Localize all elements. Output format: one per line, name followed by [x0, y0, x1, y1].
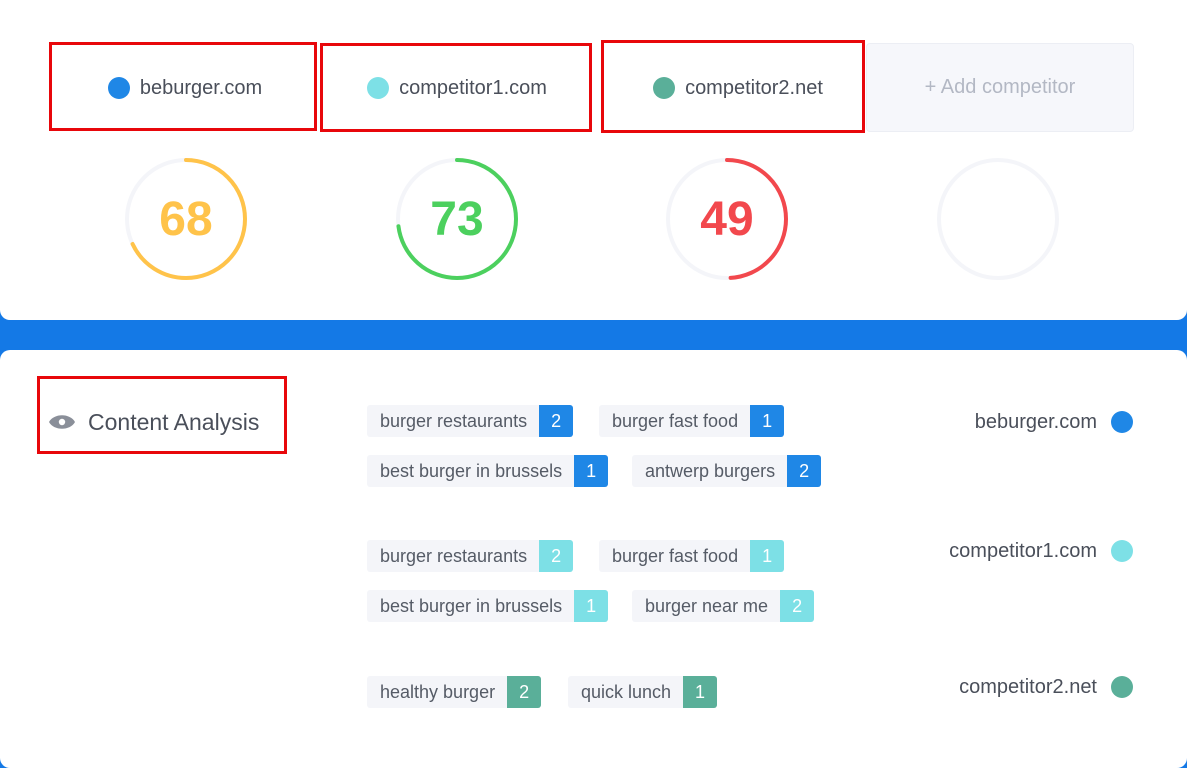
site-color-dot: [367, 77, 390, 99]
keyword-count: 2: [780, 590, 815, 622]
keyword-count: 2: [507, 676, 542, 708]
highlight-box: [601, 40, 865, 133]
group-site-label: beburger.com: [975, 407, 1133, 437]
keyword-text: burger restaurants: [380, 545, 528, 566]
keyword-text: best burger in brussels: [380, 595, 563, 616]
site-name: competitor2.net: [959, 675, 1097, 698]
score-gauge-competitor2: 49: [665, 157, 789, 281]
keyword-tag: burger restaurants 2: [367, 540, 574, 572]
keyword-count: 1: [574, 455, 609, 487]
site-color-dot: [653, 77, 676, 99]
keyword-count: 1: [574, 590, 609, 622]
site-color-dot: [1111, 411, 1133, 433]
keyword-tag: burger near me 2: [632, 590, 815, 622]
site-color-dot: [1111, 540, 1133, 562]
keyword-text: antwerp burgers: [645, 460, 776, 481]
keyword-tag: healthy burger 2: [367, 676, 542, 708]
site-name: competitor1.com: [949, 539, 1097, 562]
keyword-tag: best burger in brussels 1: [367, 590, 609, 622]
score-gauge-competitor1: 73: [395, 157, 519, 281]
score-arc: [125, 158, 247, 280]
score-value: 49: [700, 192, 754, 246]
site-tab-competitor1[interactable]: competitor1.com: [322, 44, 592, 132]
group-site-label: competitor1.com: [949, 536, 1133, 566]
add-competitor-button[interactable]: + Add competitor: [866, 43, 1134, 132]
competitor-score-panel: beburger.com competitor1.com competitor2…: [0, 0, 1187, 320]
keyword-text: burger fast food: [612, 410, 739, 431]
keyword-count: 2: [539, 540, 574, 572]
keyword-count: 1: [683, 676, 718, 708]
eye-icon: [49, 415, 75, 429]
keyword-tag: burger restaurants 2: [367, 405, 574, 437]
keyword-text: burger restaurants: [380, 410, 528, 431]
section-title: Content Analysis: [88, 408, 260, 435]
keyword-tag: quick lunch 1: [568, 676, 718, 708]
site-name: beburger.com: [139, 76, 263, 99]
site-name: competitor2.net: [685, 76, 823, 99]
keyword-count: 1: [750, 540, 785, 572]
score-arc: [666, 158, 788, 280]
score-gauge-empty: [936, 157, 1060, 281]
group-site-label: competitor2.net: [959, 672, 1133, 702]
keyword-count: 2: [539, 405, 574, 437]
keyword-tag: burger fast food 1: [599, 405, 785, 437]
site-name: beburger.com: [974, 410, 1097, 433]
highlight-box: [49, 42, 317, 131]
score-arc: [396, 158, 518, 280]
site-color-dot: [107, 77, 130, 99]
site-tab-competitor2[interactable]: competitor2.net: [603, 44, 873, 132]
keyword-count: 2: [787, 455, 822, 487]
score-value: 73: [430, 192, 484, 246]
highlight-box: [320, 43, 592, 132]
keyword-tag: antwerp burgers 2: [632, 455, 822, 487]
site-name: competitor1.com: [399, 76, 547, 99]
keyword-text: quick lunch: [581, 681, 672, 702]
keyword-text: best burger in brussels: [380, 460, 563, 481]
highlight-box: [37, 376, 287, 454]
keyword-count: 1: [750, 405, 785, 437]
content-analysis-heading: Content Analysis: [48, 405, 259, 439]
site-tab-beburger[interactable]: beburger.com: [50, 44, 320, 132]
keyword-text: burger fast food: [612, 545, 739, 566]
keyword-tag: best burger in brussels 1: [367, 455, 609, 487]
score-value: 68: [159, 192, 213, 246]
keyword-text: burger near me: [645, 595, 769, 616]
keyword-text: healthy burger: [380, 681, 496, 702]
score-gauge-beburger: 68: [124, 157, 248, 281]
site-color-dot: [1111, 676, 1133, 698]
keyword-tag: burger fast food 1: [599, 540, 785, 572]
